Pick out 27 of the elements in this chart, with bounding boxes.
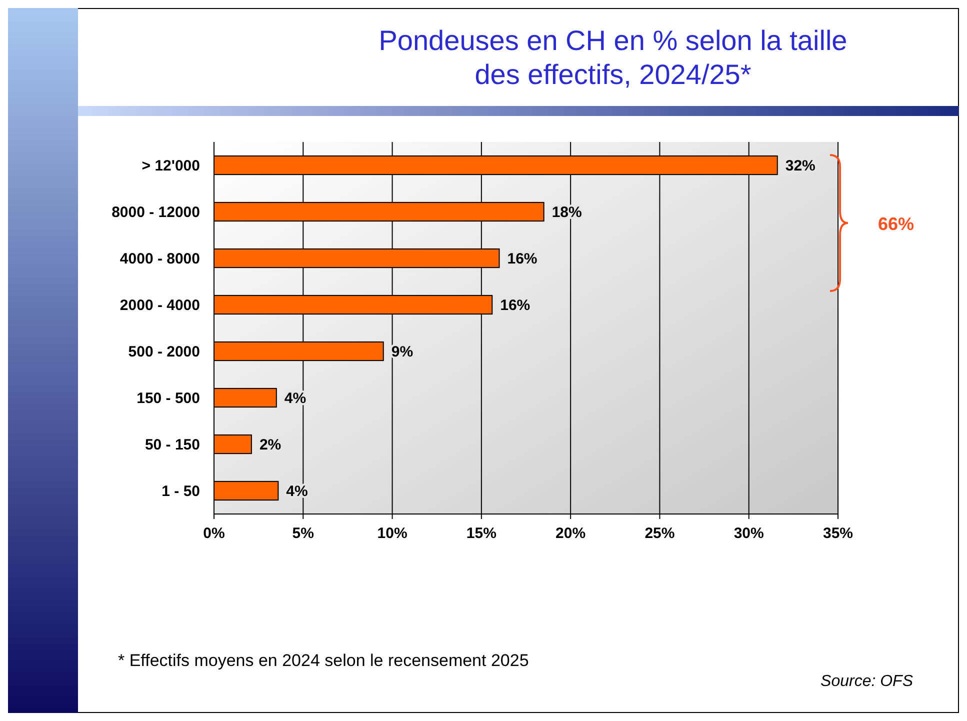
data-label: 16%	[500, 296, 530, 314]
data-label: 16%	[507, 250, 538, 268]
x-tick-label: 25%	[644, 525, 675, 542]
x-tick-label: 5%	[292, 525, 314, 542]
y-tick-label: 8000 - 12000	[112, 204, 200, 221]
y-tick-label: 500 - 2000	[128, 343, 200, 360]
text: 66%	[878, 214, 914, 234]
x-tick-label: 10%	[377, 525, 408, 542]
y-tick-label: 50 - 150	[144, 436, 200, 454]
y-tick-label: 150 - 500	[136, 390, 200, 407]
chart-title: Pondeuses en CH en % selon la taille des effectifs, 2024/25*	[378, 25, 848, 90]
text: * Effectifs moyens en 2024 selon le recensement 2025	[118, 651, 529, 670]
y-tick-label: 4000 - 8000	[120, 250, 200, 268]
bar	[214, 434, 252, 454]
bar	[214, 480, 279, 501]
x-tick-label: 30%	[734, 525, 764, 542]
y-tick-label: > 12'000	[142, 157, 200, 174]
x-tick-label: 15%	[466, 525, 496, 542]
y-tick-label: 1 - 50	[162, 482, 200, 500]
y-tick-label: 2000 - 4000	[120, 296, 200, 314]
data-label: 32%	[785, 157, 816, 174]
data-label: 2%	[259, 436, 282, 454]
source-note: Source: OFS	[820, 673, 914, 690]
x-tick-label: 35%	[822, 525, 854, 542]
bar	[214, 388, 277, 408]
x-tick-label: 20%	[556, 525, 586, 542]
x-tick-label: 0%	[203, 525, 225, 542]
